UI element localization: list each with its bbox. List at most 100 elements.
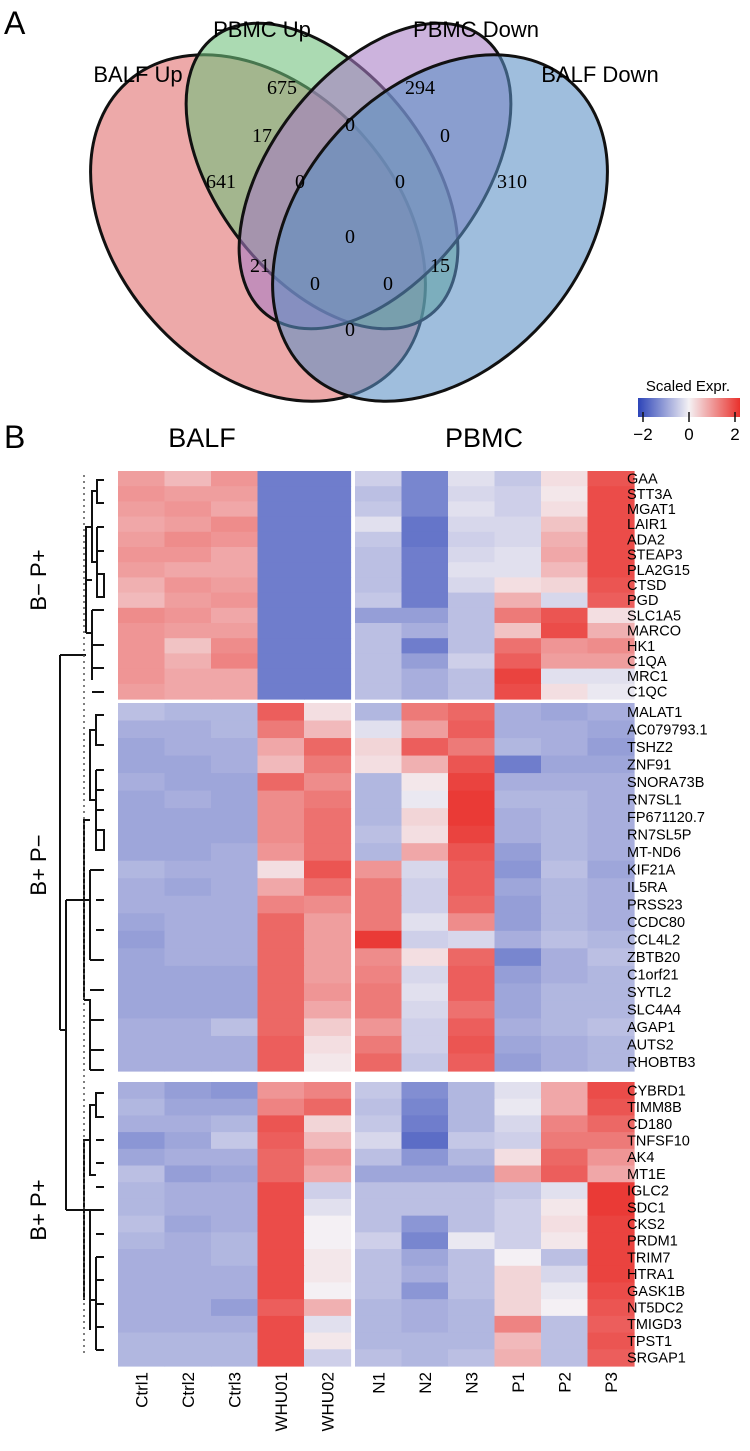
heatmap-cell <box>494 1035 542 1055</box>
heatmap-cell <box>541 1018 589 1037</box>
heatmap-cell <box>118 738 166 757</box>
heatmap-cell <box>494 1332 542 1350</box>
heatmap-cell <box>304 531 352 548</box>
heatmap-cell <box>304 607 352 624</box>
heatmap-cell <box>304 878 352 897</box>
heatmap-cell <box>211 1249 259 1267</box>
heatmap-cell <box>257 1035 305 1055</box>
venn-label-pbmc-up: PBMC Up <box>213 17 311 42</box>
heatmap-cell <box>257 738 305 757</box>
heatmap-cell <box>494 1249 542 1267</box>
heatmap-cell <box>355 703 403 722</box>
heatmap-cell <box>355 720 403 739</box>
gene-label: CCDC80 <box>627 915 685 931</box>
heatmap-cell <box>587 1249 635 1267</box>
heatmap-cell <box>448 808 496 827</box>
heatmap-cell <box>541 1315 589 1334</box>
heatmap-cell <box>118 808 166 827</box>
heatmap-cell <box>304 516 352 533</box>
heatmap-cell <box>401 486 449 502</box>
heatmap-cell <box>494 1165 542 1183</box>
heatmap-cell <box>304 1165 352 1183</box>
heatmap-cell <box>211 623 259 639</box>
heatmap-cell <box>164 1249 212 1267</box>
heatmap-cell <box>164 547 212 563</box>
heatmap-cell <box>401 1018 449 1037</box>
heatmap-cell <box>164 1198 212 1217</box>
heatmap-cell <box>541 860 589 879</box>
heatmap-cell <box>355 577 403 594</box>
heatmap-cell <box>494 860 542 879</box>
heatmap-cell <box>587 486 635 502</box>
gene-label: ZNF91 <box>627 757 671 773</box>
gene-label: TIMM8B <box>627 1100 682 1116</box>
heatmap-cell <box>257 471 305 487</box>
heatmap-cell <box>257 1315 305 1334</box>
gene-label: TMIGD3 <box>627 1317 682 1333</box>
heatmap-cell <box>541 1182 589 1200</box>
heatmap-cell <box>541 755 589 774</box>
cluster-label-b-plus-p-minus: B+ P− <box>26 834 51 895</box>
heatmap-cell <box>118 1282 166 1300</box>
heatmap-cell <box>401 1215 449 1233</box>
venn-count-balf-up-only: 641 <box>206 171 236 193</box>
heatmap-cell <box>304 755 352 774</box>
gene-label: RHOBTB3 <box>627 1055 696 1071</box>
heatmap-cell <box>587 577 635 594</box>
heatmap-cell <box>494 516 542 533</box>
venn-count-center-all: 0 <box>345 226 355 248</box>
heatmap-cell <box>494 755 542 774</box>
heatmap-cell <box>211 1315 259 1334</box>
heatmap-cell <box>355 738 403 757</box>
heatmap-cell <box>494 825 542 844</box>
venn-count-pbmc-up-pbmc-down: 0 <box>345 114 355 136</box>
heatmap-cell <box>448 1098 496 1117</box>
gene-label: NT5DC2 <box>627 1301 683 1317</box>
heatmap-cell <box>401 983 449 1002</box>
heatmap-cell <box>448 577 496 594</box>
heatmap-cell <box>164 983 212 1002</box>
heatmap-cell <box>304 486 352 502</box>
venn-ellipse-balf-down <box>271 53 609 403</box>
heatmap-cell <box>211 1182 259 1200</box>
gene-label: C1QC <box>627 684 667 700</box>
heatmap-cell <box>164 623 212 639</box>
heatmap-cell <box>494 1198 542 1217</box>
column-label: N3 <box>462 1372 481 1394</box>
heatmap-cell <box>494 808 542 827</box>
gene-label: IGLC2 <box>627 1184 669 1200</box>
heatmap-cell <box>587 1349 635 1367</box>
heatmap-cell <box>118 668 166 685</box>
heatmap-cell <box>304 1282 352 1300</box>
heatmap-cell <box>304 965 352 984</box>
venn-label-balf-up: BALF Up <box>93 62 182 87</box>
heatmap-cell <box>587 1035 635 1055</box>
heatmap-cell <box>448 948 496 967</box>
heatmap-cell <box>164 607 212 624</box>
heatmap-cell <box>587 825 635 844</box>
group-header-balf: BALF <box>168 423 236 453</box>
venn-count-balf-up-balf-down: 0 <box>345 319 355 341</box>
heatmap-cell <box>494 653 542 670</box>
heatmap-cell <box>118 703 166 722</box>
venn-label-pbmc-down: PBMC Down <box>413 17 539 42</box>
legend-tick-mid: 0 <box>684 425 693 444</box>
heatmap-cell <box>355 516 403 533</box>
heatmap-cell <box>448 913 496 932</box>
heatmap-cell <box>541 516 589 533</box>
row-dendrogram <box>59 479 105 1351</box>
gene-label: CCL4L2 <box>627 933 680 949</box>
heatmap-cell <box>118 948 166 967</box>
heatmap-cell <box>355 790 403 809</box>
heatmap-cell <box>164 860 212 879</box>
heatmap-cell <box>211 1349 259 1367</box>
heatmap-cell <box>448 1035 496 1055</box>
heatmap-cell <box>118 683 166 700</box>
heatmap-cell <box>118 607 166 624</box>
heatmap-cell <box>304 1249 352 1267</box>
heatmap-cell <box>164 1018 212 1037</box>
heatmap-cell <box>587 738 635 757</box>
heatmap-cell <box>118 1249 166 1267</box>
heatmap-cell <box>494 983 542 1002</box>
heatmap-cell <box>494 562 542 578</box>
